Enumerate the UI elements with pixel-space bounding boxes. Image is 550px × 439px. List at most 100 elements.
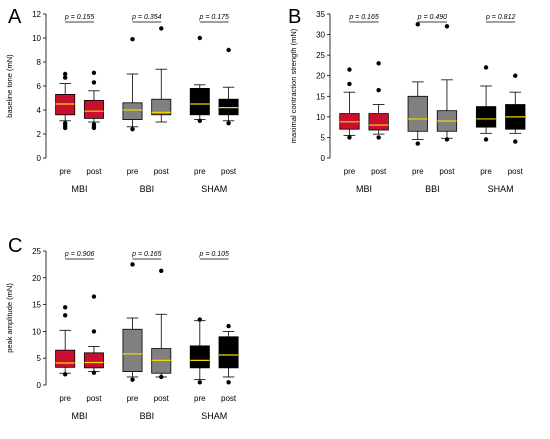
p-value-label: p = 0.175 xyxy=(199,14,229,21)
outlier-point xyxy=(159,374,164,380)
y-tick-label: 0 xyxy=(37,381,42,390)
y-tick-label: 20 xyxy=(32,274,41,283)
outlier-point xyxy=(62,372,68,377)
group-label: MBI xyxy=(72,411,88,421)
category-label: pre xyxy=(59,167,71,176)
chart-panel-c: C 0 5 10 15 20 25 peak amplitude (mN) pre post MBI… xyxy=(5,235,239,421)
outlier-point xyxy=(159,268,164,274)
chart-panel-b: B 0 5 10 15 20 25 30 35 maximal contraction stren… xyxy=(288,6,526,194)
panel-letter: B xyxy=(288,6,301,28)
group-label: MBI xyxy=(356,184,372,194)
category-label: pre xyxy=(194,394,206,403)
category-label: post xyxy=(86,167,102,176)
iqr-box xyxy=(122,328,143,373)
outlier-point xyxy=(483,65,489,70)
box-mbi-pre: pre xyxy=(55,71,76,176)
p-value-label: p = 0.165 xyxy=(131,251,161,258)
outlier-point xyxy=(197,380,203,385)
group-bbi: pre post BBI p = 0.165 xyxy=(122,251,172,421)
y-tick-label: 35 xyxy=(316,10,325,19)
y-tick-label: 10 xyxy=(316,113,325,122)
group-sham: pre post SHAM p = 0.812 xyxy=(475,14,526,194)
group-label: BBI xyxy=(140,411,155,421)
outlier-point xyxy=(226,323,231,329)
category-label: pre xyxy=(344,167,356,176)
outlier-point xyxy=(483,137,489,142)
category-label: post xyxy=(86,394,102,403)
y-tick-label: 20 xyxy=(316,72,325,81)
box-bbi-pre: pre xyxy=(407,22,428,176)
outlier-point xyxy=(444,137,450,142)
y-axis-label: baseline tone (mN) xyxy=(5,54,14,118)
outlier-point xyxy=(513,73,518,78)
y-tick-label: 25 xyxy=(316,51,325,60)
iqr-box xyxy=(55,94,76,116)
box-bbi-pre: pre xyxy=(122,37,143,176)
outlier-point xyxy=(62,71,68,77)
outlier-point xyxy=(376,87,381,93)
box-bbi-post: post xyxy=(151,26,172,176)
iqr-box xyxy=(407,95,428,132)
outlier-point xyxy=(197,118,203,124)
outlier-point xyxy=(130,377,135,382)
panel-letter: A xyxy=(8,6,22,28)
outlier-point xyxy=(91,370,97,375)
p-value-label: p = 0.812 xyxy=(485,14,515,21)
outlier-point xyxy=(91,70,97,76)
p-value-label: p = 0.165 xyxy=(348,14,378,21)
outlier-point xyxy=(197,35,203,41)
box-mbi-pre: pre xyxy=(55,305,76,403)
category-label: pre xyxy=(412,167,424,176)
outlier-point xyxy=(159,26,164,31)
category-label: pre xyxy=(194,167,206,176)
group-label: BBI xyxy=(425,184,440,194)
outlier-point xyxy=(347,81,352,87)
p-value-label: p = 0.105 xyxy=(199,251,229,258)
box-bbi-pre: pre xyxy=(122,262,143,403)
y-tick-label: 5 xyxy=(37,354,42,363)
box-mbi-post: post xyxy=(368,61,389,176)
category-label: pre xyxy=(127,394,139,403)
y-tick-label: 6 xyxy=(37,82,42,91)
outlier-point xyxy=(376,61,381,66)
outlier-point xyxy=(130,262,135,267)
box-mbi-pre: pre xyxy=(339,67,360,176)
group-mbi: pre post MBI p = 0.165 xyxy=(339,14,389,194)
group-label: SHAM xyxy=(488,184,514,194)
category-label: post xyxy=(371,167,387,176)
outlier-point xyxy=(513,139,518,144)
iqr-box xyxy=(151,98,172,116)
y-tick-label: 2 xyxy=(37,130,42,139)
y-tick-label: 15 xyxy=(32,301,41,310)
iqr-box xyxy=(475,106,497,128)
iqr-box xyxy=(83,352,104,369)
iqr-box xyxy=(218,336,239,369)
iqr-box xyxy=(122,102,143,121)
category-label: post xyxy=(154,167,170,176)
group-bbi: pre post BBI p = 0.490 xyxy=(407,14,458,194)
y-axis-label: maximal contraction strength (mN) xyxy=(289,28,298,143)
y-tick-label: 0 xyxy=(321,154,326,163)
outlier-point xyxy=(91,80,97,85)
category-label: post xyxy=(221,394,237,403)
outlier-point xyxy=(62,313,68,318)
group-sham: pre post SHAM p = 0.175 xyxy=(189,14,239,194)
category-label: post xyxy=(508,167,524,176)
outlier-point xyxy=(415,141,420,146)
y-tick-label: 15 xyxy=(316,92,325,101)
panel-letter: C xyxy=(8,235,22,257)
outlier-point xyxy=(347,135,352,140)
y-tick-label: 30 xyxy=(316,31,325,40)
outlier-point xyxy=(347,67,352,72)
iqr-box xyxy=(83,100,104,119)
y-tick-label: 12 xyxy=(32,10,41,19)
category-label: post xyxy=(439,167,455,176)
iqr-box xyxy=(55,349,76,368)
group-label: MBI xyxy=(72,184,88,194)
category-label: pre xyxy=(480,167,492,176)
group-sham: pre post SHAM p = 0.105 xyxy=(189,251,239,421)
box-mbi-post: post xyxy=(83,70,104,176)
p-value-label: p = 0.354 xyxy=(131,14,161,21)
iqr-box xyxy=(189,345,210,369)
